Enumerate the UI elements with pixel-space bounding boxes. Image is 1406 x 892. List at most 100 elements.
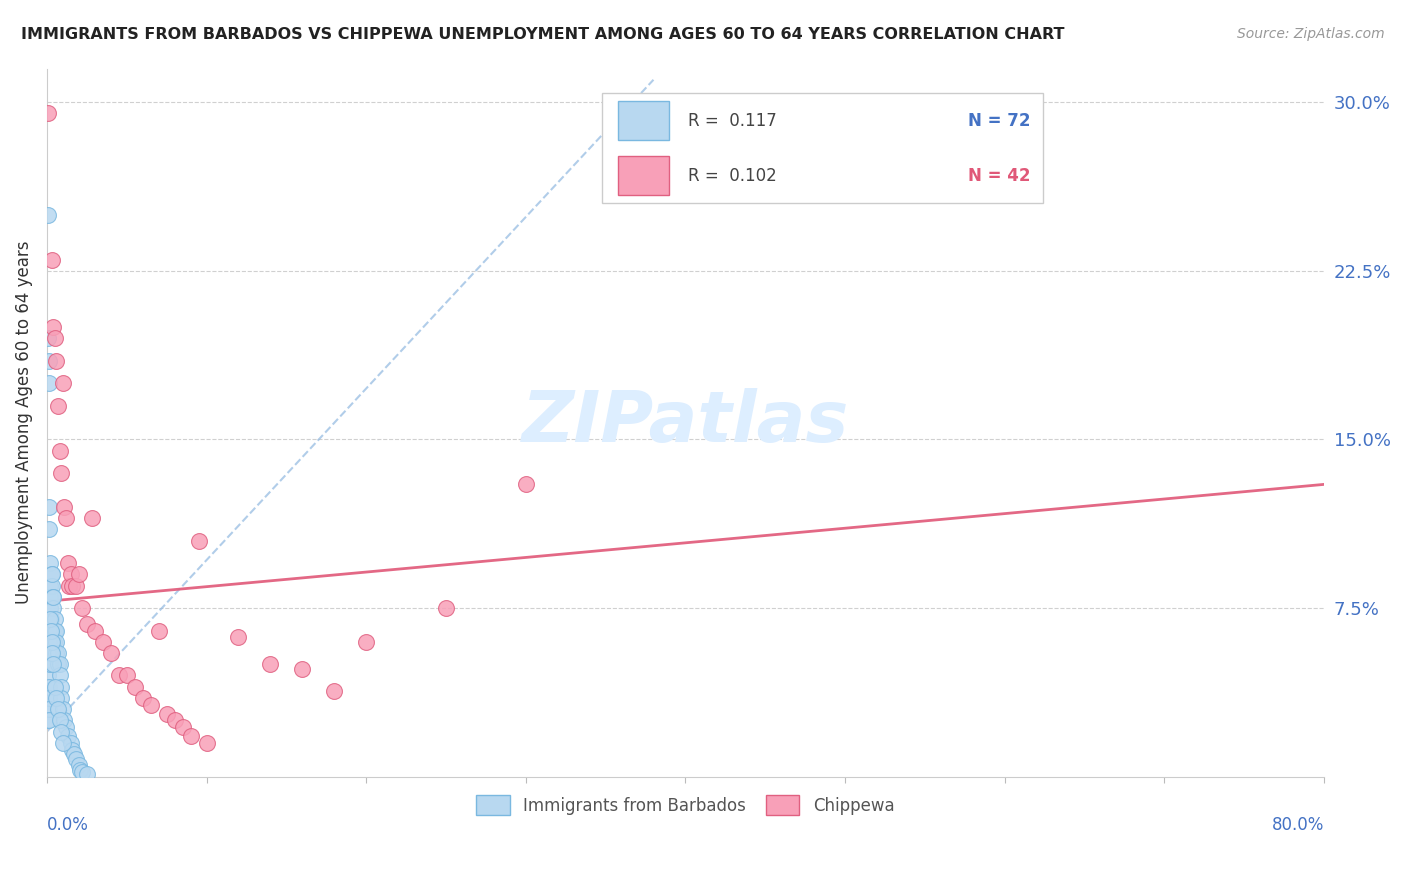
Point bbox=[39, 612, 62, 626]
Point bbox=[41, 567, 63, 582]
FancyBboxPatch shape bbox=[617, 156, 669, 195]
Point bbox=[291, 662, 314, 676]
Point bbox=[51, 680, 73, 694]
Point bbox=[38, 353, 60, 368]
Point bbox=[56, 729, 79, 743]
Point bbox=[44, 624, 66, 638]
Point bbox=[38, 646, 60, 660]
Point bbox=[41, 646, 63, 660]
Point bbox=[51, 724, 73, 739]
Point bbox=[37, 668, 59, 682]
Point bbox=[38, 634, 60, 648]
Point bbox=[52, 702, 75, 716]
Point bbox=[180, 729, 202, 743]
Point bbox=[45, 646, 67, 660]
Point bbox=[59, 736, 82, 750]
Point bbox=[42, 601, 65, 615]
Point bbox=[39, 612, 62, 626]
Point bbox=[45, 624, 67, 638]
Point bbox=[38, 376, 60, 391]
Point bbox=[37, 208, 59, 222]
Point bbox=[124, 680, 146, 694]
Point bbox=[38, 714, 60, 728]
Text: R =  0.117: R = 0.117 bbox=[688, 112, 776, 129]
Point bbox=[76, 616, 98, 631]
Text: N = 42: N = 42 bbox=[967, 167, 1031, 185]
Point bbox=[48, 668, 70, 682]
Point bbox=[37, 646, 59, 660]
Text: IMMIGRANTS FROM BARBADOS VS CHIPPEWA UNEMPLOYMENT AMONG AGES 60 TO 64 YEARS CORR: IMMIGRANTS FROM BARBADOS VS CHIPPEWA UNE… bbox=[21, 27, 1064, 42]
Point bbox=[38, 624, 60, 638]
Point bbox=[195, 736, 218, 750]
Point bbox=[48, 714, 70, 728]
Point bbox=[83, 624, 105, 638]
Point bbox=[39, 601, 62, 615]
Point bbox=[39, 578, 62, 592]
Point bbox=[91, 634, 114, 648]
Point bbox=[37, 680, 59, 694]
Text: 0.0%: 0.0% bbox=[46, 815, 89, 833]
Point bbox=[107, 668, 129, 682]
Point bbox=[139, 698, 162, 712]
Point bbox=[52, 736, 75, 750]
Y-axis label: Unemployment Among Ages 60 to 64 years: Unemployment Among Ages 60 to 64 years bbox=[15, 241, 32, 604]
Point bbox=[65, 751, 87, 765]
Point bbox=[100, 646, 122, 660]
Text: ZIPatlas: ZIPatlas bbox=[522, 388, 849, 457]
Point bbox=[59, 567, 82, 582]
Text: R =  0.102: R = 0.102 bbox=[688, 167, 776, 185]
Point bbox=[46, 702, 69, 716]
Point bbox=[41, 646, 63, 660]
Point bbox=[42, 320, 65, 334]
Point bbox=[62, 578, 84, 592]
Point bbox=[44, 680, 66, 694]
Point bbox=[56, 556, 79, 570]
Point bbox=[42, 634, 65, 648]
Point bbox=[515, 477, 537, 491]
Point bbox=[45, 353, 67, 368]
Point bbox=[48, 657, 70, 672]
Point bbox=[44, 612, 66, 626]
Text: N = 72: N = 72 bbox=[967, 112, 1031, 129]
Point bbox=[67, 567, 90, 582]
FancyBboxPatch shape bbox=[602, 94, 1043, 203]
Text: Source: ZipAtlas.com: Source: ZipAtlas.com bbox=[1237, 27, 1385, 41]
Point bbox=[45, 690, 67, 705]
Point bbox=[39, 624, 62, 638]
Point bbox=[65, 578, 87, 592]
Point bbox=[52, 376, 75, 391]
Text: 80.0%: 80.0% bbox=[1271, 815, 1324, 833]
Point bbox=[39, 556, 62, 570]
Point bbox=[70, 601, 93, 615]
Point bbox=[323, 684, 346, 698]
Point bbox=[41, 634, 63, 648]
Point bbox=[44, 331, 66, 345]
Point bbox=[41, 252, 63, 267]
Point bbox=[76, 767, 98, 781]
Point bbox=[63, 747, 86, 761]
Point bbox=[38, 612, 60, 626]
Point bbox=[38, 500, 60, 514]
Point bbox=[46, 646, 69, 660]
Point bbox=[38, 690, 60, 705]
FancyBboxPatch shape bbox=[617, 102, 669, 140]
Point bbox=[51, 466, 73, 480]
Point bbox=[55, 720, 77, 734]
Point bbox=[38, 702, 60, 716]
Point bbox=[39, 590, 62, 604]
Point bbox=[70, 765, 93, 780]
Point bbox=[41, 567, 63, 582]
Point bbox=[187, 533, 209, 548]
Point bbox=[37, 702, 59, 716]
Point bbox=[131, 690, 153, 705]
Point bbox=[434, 601, 457, 615]
Point bbox=[37, 331, 59, 345]
Point bbox=[42, 590, 65, 604]
Point bbox=[37, 657, 59, 672]
Point bbox=[45, 634, 67, 648]
Point bbox=[37, 690, 59, 705]
Point bbox=[42, 590, 65, 604]
Point bbox=[51, 690, 73, 705]
Point bbox=[48, 443, 70, 458]
Point bbox=[67, 758, 90, 772]
